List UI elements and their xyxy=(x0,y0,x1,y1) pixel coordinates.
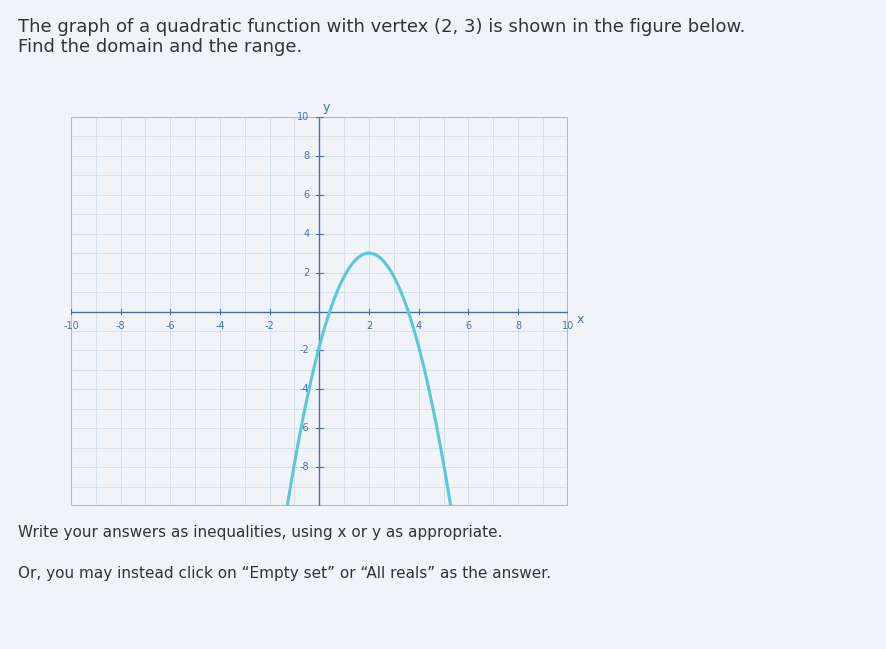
Text: -6: -6 xyxy=(166,321,175,331)
Text: y: y xyxy=(323,101,330,114)
Text: 2: 2 xyxy=(303,267,309,278)
Text: 2: 2 xyxy=(365,321,372,331)
Text: -4: -4 xyxy=(215,321,224,331)
Text: -2: -2 xyxy=(299,345,309,356)
Text: 6: 6 xyxy=(465,321,470,331)
Text: 10: 10 xyxy=(561,321,573,331)
Text: 6: 6 xyxy=(303,190,309,200)
Bar xyxy=(71,117,567,506)
Text: -8: -8 xyxy=(116,321,125,331)
Text: x: x xyxy=(576,313,583,326)
Text: -10: -10 xyxy=(63,321,79,331)
Text: 8: 8 xyxy=(515,321,520,331)
Text: -4: -4 xyxy=(299,384,309,395)
Text: -8: -8 xyxy=(299,462,309,472)
Text: Or, you may instead click on “Empty set” or “All reals” as the answer.: Or, you may instead click on “Empty set”… xyxy=(18,566,550,581)
Text: 8: 8 xyxy=(303,151,309,161)
Text: Write your answers as inequalities, using x or y as appropriate.: Write your answers as inequalities, usin… xyxy=(18,525,501,540)
Text: The graph of a quadratic function with vertex (2, 3) is shown in the figure belo: The graph of a quadratic function with v… xyxy=(18,18,744,56)
Text: -6: -6 xyxy=(299,423,309,434)
Text: 4: 4 xyxy=(303,228,309,239)
Text: 10: 10 xyxy=(297,112,309,122)
Text: -2: -2 xyxy=(265,321,274,331)
Text: 4: 4 xyxy=(416,321,421,331)
